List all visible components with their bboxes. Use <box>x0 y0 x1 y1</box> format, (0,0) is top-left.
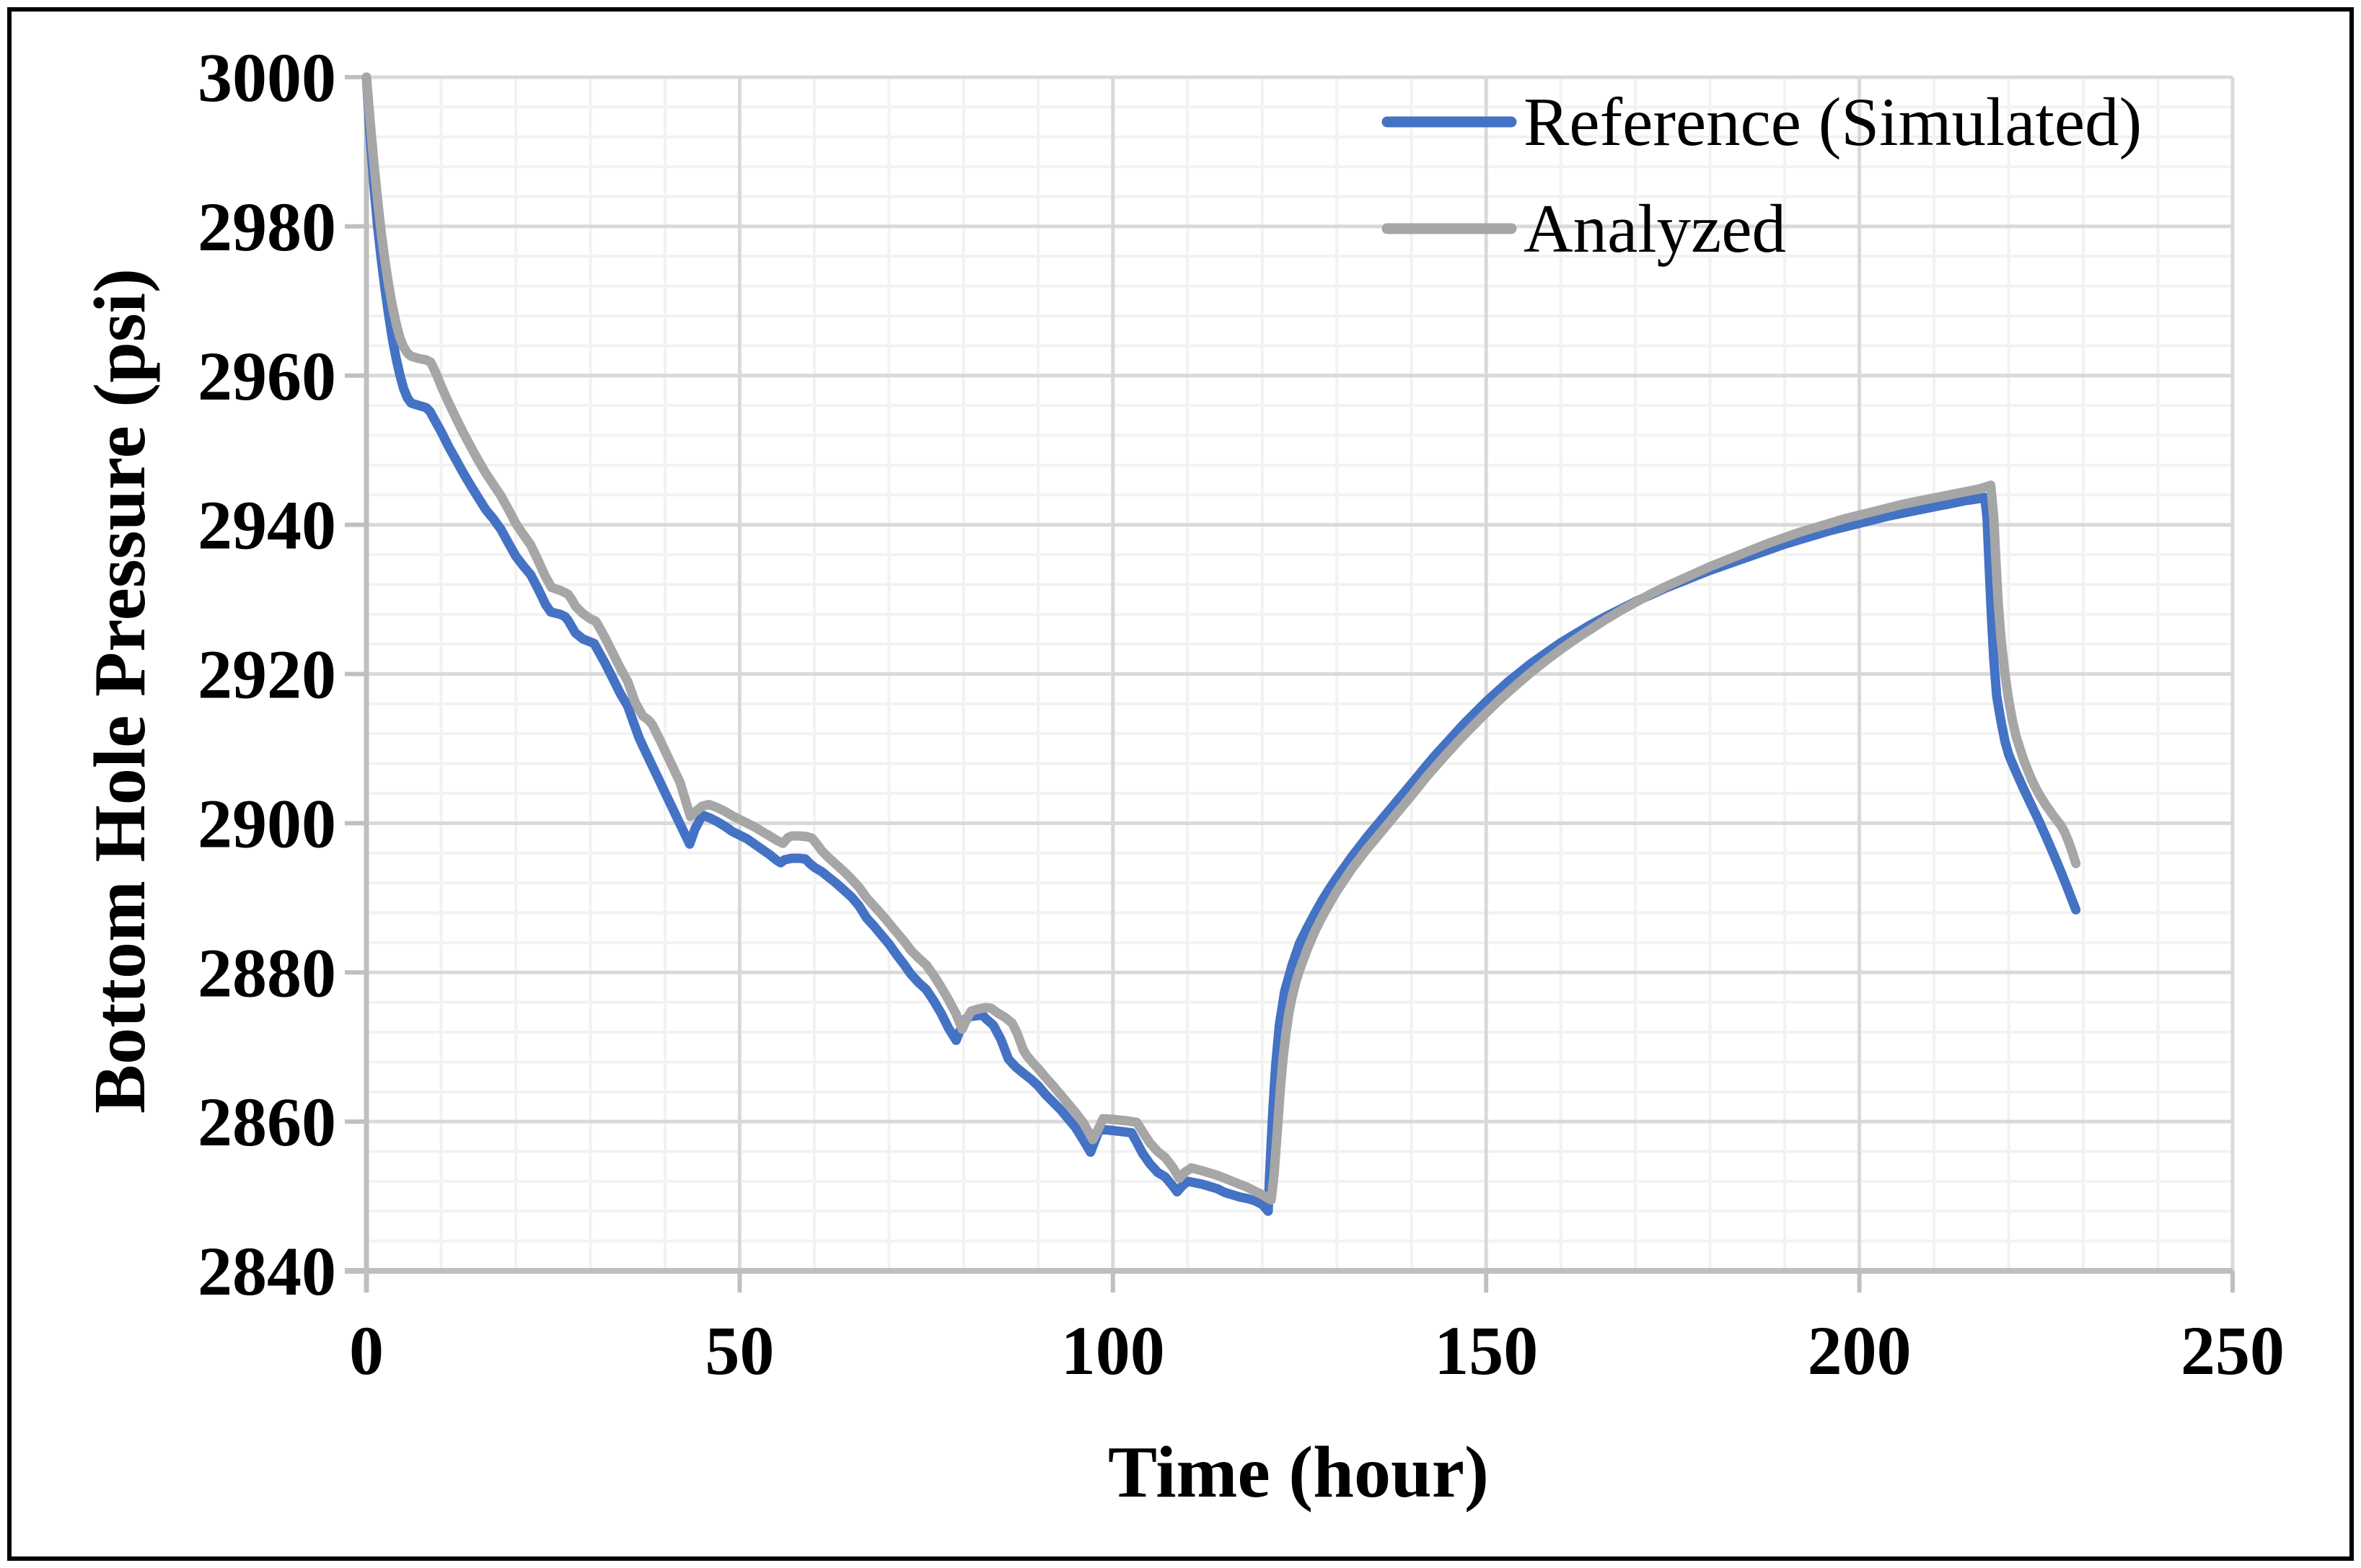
x-axis-tick-labels: 0 50 100 150 200 250 <box>349 1312 2285 1389</box>
y-tick-label: 2880 <box>198 934 336 1011</box>
legend-item-reference: Reference (Simulated) <box>1381 84 2142 160</box>
y-tick-label: 3000 <box>198 39 336 116</box>
x-tick-label: 200 <box>1808 1312 1912 1389</box>
x-tick-label: 250 <box>2181 1312 2285 1389</box>
legend-item-analyzed: Analyzed <box>1381 190 1786 267</box>
series-line-analyzed <box>361 72 2081 1205</box>
x-tick-label: 50 <box>705 1312 774 1389</box>
legend-label-reference: Reference (Simulated) <box>1524 84 2142 160</box>
y-axis-title: Bottom Hole Pressure (psi) <box>79 268 161 1114</box>
y-tick-label: 2840 <box>198 1233 336 1310</box>
x-tick-label: 100 <box>1061 1312 1165 1389</box>
x-tick-label: 150 <box>1434 1312 1538 1389</box>
y-axis-tick-labels: 2840 2860 2880 2900 2920 2940 2960 2980 3000 <box>198 39 336 1310</box>
data-series <box>361 72 2081 1216</box>
x-axis-title: Time (hour) <box>1108 1432 1489 1513</box>
y-tick-label: 2920 <box>198 636 336 713</box>
y-tick-label: 2860 <box>198 1083 336 1160</box>
figure-border <box>7 7 2354 1561</box>
y-tick-label: 2900 <box>198 785 336 862</box>
y-tick-label: 2940 <box>198 487 336 564</box>
y-tick-label: 2980 <box>198 188 336 265</box>
axes-and-ticks <box>345 75 2235 1292</box>
legend-label-analyzed: Analyzed <box>1524 190 1786 267</box>
legend: Reference (Simulated) Analyzed <box>1381 84 2142 267</box>
y-tick-label: 2960 <box>198 338 336 415</box>
x-tick-label: 0 <box>349 1312 384 1389</box>
